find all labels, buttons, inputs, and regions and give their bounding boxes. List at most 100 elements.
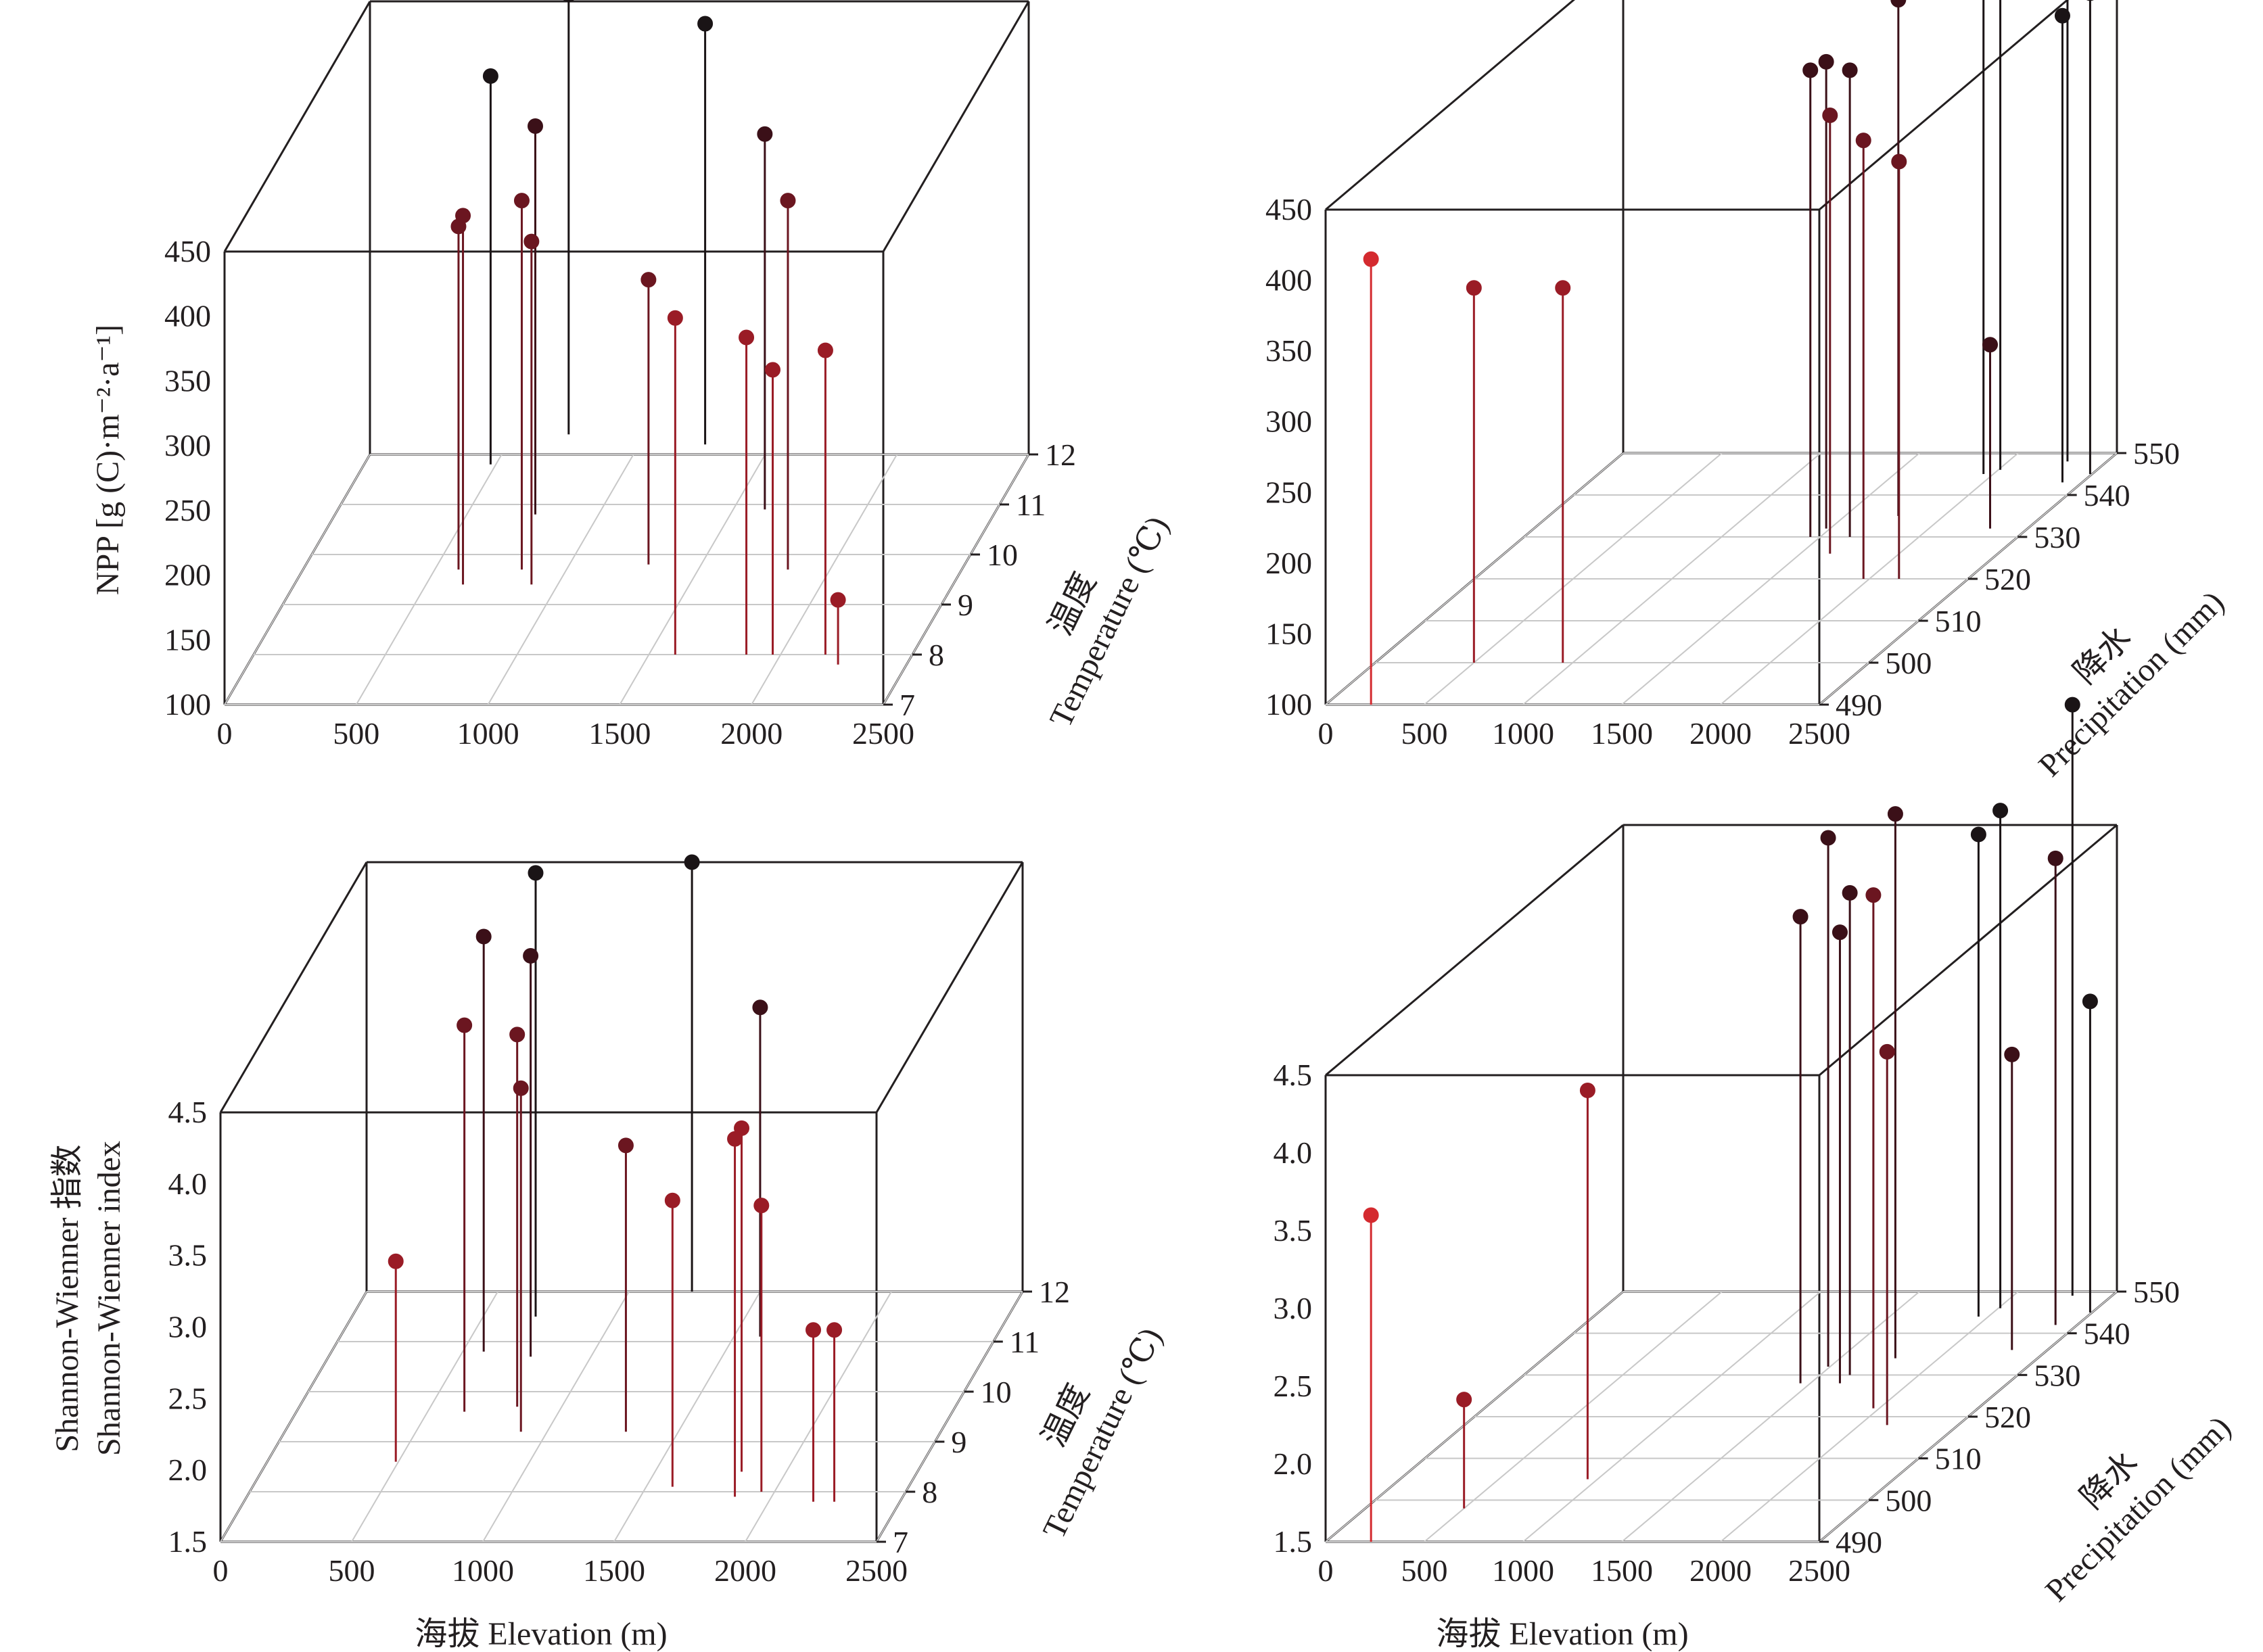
grid-line [351,1291,498,1542]
x-axis-title: 海拔 Elevation (m) [1436,1616,1688,1652]
depth-tick-label: 530 [2034,1358,2080,1392]
grid-line [220,1291,367,1542]
data-point [2086,0,2094,1]
z-tick-label: 1.5 [168,1524,208,1559]
data-point [509,1026,526,1043]
x-tick-label: 2000 [1689,1553,1752,1588]
data-point [1363,251,1379,267]
x-tick-label: 0 [213,1553,229,1588]
grid-line [751,454,898,705]
panel-npp-precipitation: 0 500 1000 1500 2000 2500 100 150 200 250 300 350 4… [1265,0,2231,784]
x-tick-label: 2000 [714,1553,776,1588]
x-tick-label: 0 [1318,1553,1334,1588]
data-stems [1363,697,2098,1542]
box-edge [1325,0,1575,211]
z-axis-ticks: 100 150 200 250 300 350 400 450 [1265,192,1312,722]
depth-tick-label: 550 [2133,1275,2180,1309]
depth-tick-label: 11 [1016,488,1046,522]
x-tick-label: 1500 [588,716,651,751]
box-edge [1819,824,2118,1077]
floor-grid [220,1291,1023,1542]
z-tick-label: 400 [1265,263,1312,298]
x-tick-label: 1500 [583,1553,645,1588]
data-point [757,126,773,142]
depth-tick-label: 540 [2084,1317,2130,1351]
x-tick-label: 500 [1401,1553,1448,1588]
depth-tick-label: 500 [1885,1483,1932,1517]
panel-shannon-temperature: 0 500 1000 1500 2000 2500 1.5 2.0 2.5 3.0 3.5 4.0 4… [49,854,1169,1652]
data-point [1820,830,1836,846]
depth-tick-label: 12 [1045,438,1076,472]
data-point [1802,62,1819,78]
data-point [1832,924,1848,941]
box-edge [875,862,1024,1113]
data-point [1456,1392,1472,1408]
z-tick-label: 2.5 [1274,1369,1313,1403]
data-point [457,1017,473,1033]
z-tick-label: 4.0 [168,1166,208,1201]
data-point [664,1192,680,1208]
data-point [1842,884,1858,901]
depth-tick-label: 8 [922,1475,937,1509]
z-axis-title-en: Shannon-Wienner index [91,1141,127,1456]
x-tick-label: 2000 [720,716,783,751]
x-tick-label: 2500 [1788,1553,1850,1588]
data-point [2004,1046,2020,1062]
data-point [826,1322,843,1338]
x-tick-label: 1000 [1492,1553,1554,1588]
data-point [817,342,833,358]
box-edge [223,1,371,252]
box-edge [882,1,1030,252]
x-tick-label: 2000 [1689,716,1752,751]
floor-grid [224,454,1029,705]
z-tick-label: 2.0 [1274,1446,1313,1481]
data-point [617,1137,634,1154]
z-tick-label: 300 [164,428,211,463]
data-point [1887,806,1903,822]
data-point [806,1322,822,1338]
data-point [1891,154,1907,170]
z-tick-label: 4.5 [168,1095,208,1129]
data-point [513,1080,529,1096]
box-frame [219,861,1024,1543]
x-axis-title: 海拔 Elevation (m) [415,1616,667,1652]
data-point [752,999,768,1016]
z-tick-label: 150 [164,622,211,657]
data-stems [450,0,846,665]
data-point [697,16,714,32]
z-tick-label: 150 [1265,616,1312,651]
depth-tick-label: 500 [1885,646,1932,680]
z-tick-label: 4.5 [1274,1058,1313,1092]
data-point [727,1131,743,1147]
data-point [1879,1043,1895,1060]
grid-line [619,454,766,705]
data-point [667,310,683,326]
data-point [1970,826,1986,843]
data-point [1818,53,1834,70]
depth-tick-label: 510 [1935,604,1982,638]
depth-tick-label: 10 [987,538,1018,572]
depth-axis-title: 降水 Precipitation (mm) [2032,584,2231,784]
depth-axis-title: 温度 Temperature (℃) [1042,511,1175,732]
z-tick-label: 4.0 [1274,1135,1313,1170]
data-point [1555,280,1571,296]
box-edge [1325,824,1624,1077]
box-frame [1324,824,2118,1543]
data-point [475,928,492,945]
depth-axis-ticks: 789 10 11 12 [877,1275,1070,1559]
z-tick-label: 2.0 [168,1453,208,1487]
z-tick-label: 200 [164,558,211,592]
depth-axis-title-en: Precipitation (mm) [2038,1409,2238,1609]
data-point [523,948,539,964]
x-axis-ticks: 0 500 1000 1500 2000 2500 [1318,1553,1851,1588]
data-point [513,193,530,209]
data-point [1890,0,1907,8]
data-stems [1363,0,2094,705]
data-stems [388,854,843,1502]
data-point [527,118,543,135]
data-point [1982,337,1999,353]
data-point [1842,62,1858,78]
